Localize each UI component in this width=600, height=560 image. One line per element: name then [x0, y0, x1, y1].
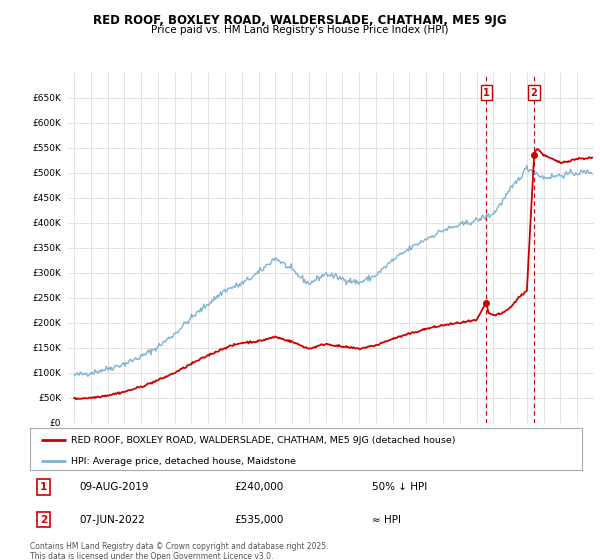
Text: Contains HM Land Registry data © Crown copyright and database right 2025.
This d: Contains HM Land Registry data © Crown c…	[30, 542, 329, 560]
Text: ≈ HPI: ≈ HPI	[372, 515, 401, 525]
Text: £535,000: £535,000	[234, 515, 284, 525]
Text: 2: 2	[40, 515, 47, 525]
Text: RED ROOF, BOXLEY ROAD, WALDERSLADE, CHATHAM, ME5 9JG (detached house): RED ROOF, BOXLEY ROAD, WALDERSLADE, CHAT…	[71, 436, 456, 445]
Text: RED ROOF, BOXLEY ROAD, WALDERSLADE, CHATHAM, ME5 9JG: RED ROOF, BOXLEY ROAD, WALDERSLADE, CHAT…	[93, 14, 507, 27]
Text: 50% ↓ HPI: 50% ↓ HPI	[372, 482, 427, 492]
Text: 1: 1	[483, 88, 490, 98]
Text: £240,000: £240,000	[234, 482, 283, 492]
Text: Price paid vs. HM Land Registry's House Price Index (HPI): Price paid vs. HM Land Registry's House …	[151, 25, 449, 35]
Text: 09-AUG-2019: 09-AUG-2019	[80, 482, 149, 492]
Text: HPI: Average price, detached house, Maidstone: HPI: Average price, detached house, Maid…	[71, 456, 296, 466]
Text: 07-JUN-2022: 07-JUN-2022	[80, 515, 146, 525]
Text: 2: 2	[530, 88, 538, 98]
Text: 1: 1	[40, 482, 47, 492]
